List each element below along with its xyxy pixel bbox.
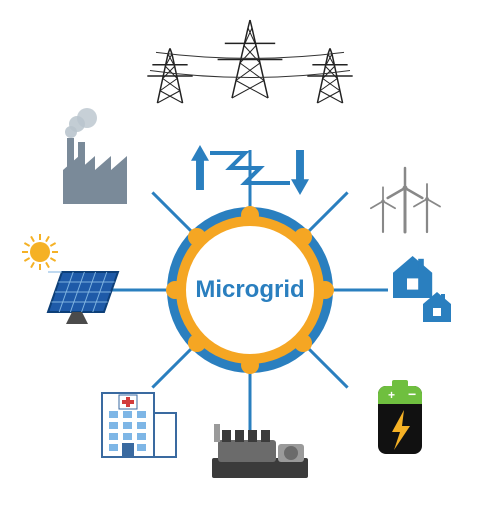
node-diesel-generator xyxy=(241,356,259,374)
wind-turbines-icon xyxy=(371,168,440,232)
battery-storage-icon: +− xyxy=(378,380,422,454)
node-factory xyxy=(188,228,206,246)
spoke-wind-turbines xyxy=(305,192,347,234)
node-wind-turbines xyxy=(294,228,312,246)
svg-text:+: + xyxy=(388,388,395,402)
spokes xyxy=(112,150,388,430)
arrow-down-icon xyxy=(291,150,309,195)
hospital-icon xyxy=(102,393,176,457)
diesel-generator-icon xyxy=(212,424,308,478)
microgrid-diagram: +− Microgrid xyxy=(0,0,500,511)
svg-text:−: − xyxy=(408,386,416,402)
node-battery-storage xyxy=(294,334,312,352)
node-solar-pv xyxy=(166,281,184,299)
solar-pv-icon xyxy=(22,234,118,324)
node-hospital xyxy=(188,334,206,352)
factory-icon xyxy=(63,108,127,204)
residential-icon xyxy=(393,256,451,322)
node-utility-grid xyxy=(241,206,259,224)
node-residential xyxy=(316,281,334,299)
utility-grid-icon xyxy=(147,20,352,103)
spoke-battery-storage xyxy=(305,345,347,387)
diagram-canvas: +− xyxy=(0,0,500,511)
spoke-hospital xyxy=(152,345,194,387)
arrow-up-icon xyxy=(191,145,209,190)
spoke-factory xyxy=(152,192,194,234)
